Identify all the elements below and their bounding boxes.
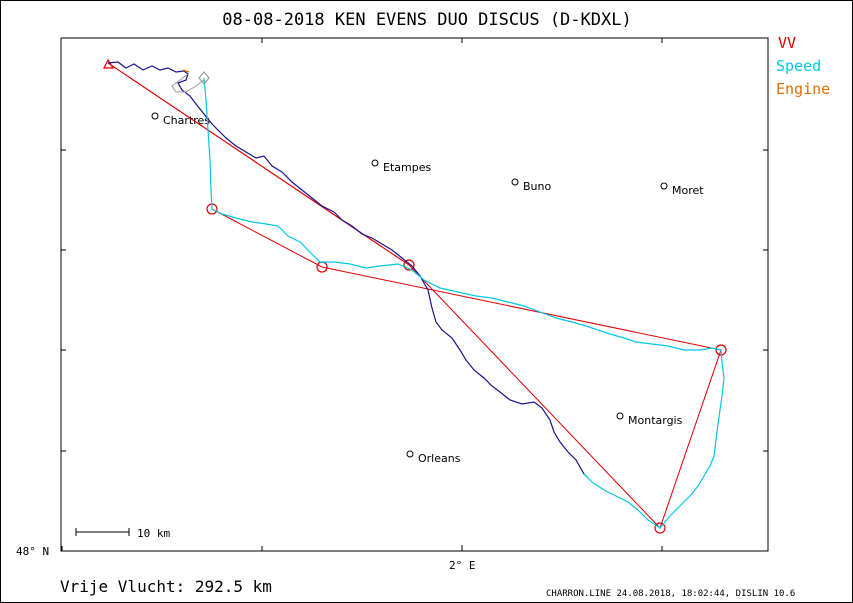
city-orleans: Orleans (406, 450, 461, 465)
task-lines (107, 62, 722, 529)
city-montargis: Montargis (616, 412, 683, 427)
turnpoint-5 (654, 522, 666, 534)
scale-label: 10 km (137, 527, 170, 540)
map-border (60, 37, 769, 552)
city-moret: Moret (660, 182, 704, 197)
chart-title: 08-08-2018 KEN EVENS DUO DISCUS (D-KDXL) (222, 10, 631, 30)
legend-engine: Engine (776, 80, 830, 98)
longitude-label: 2° E (449, 559, 476, 572)
city-label: Buno (523, 180, 551, 193)
grey-segment (171, 73, 205, 93)
flight-track-dark (107, 61, 589, 479)
city-label: Orleans (418, 452, 461, 465)
city-buno: Buno (511, 178, 551, 193)
distance-text: Vrije Vlucht: 292.5 km (60, 577, 272, 596)
turnpoints (206, 203, 727, 534)
scale-bar (75, 528, 130, 536)
credit-text: CHARRON.LINE 24.08.2018, 18:02:44, DISLI… (546, 589, 795, 599)
start-marker-icon (103, 58, 115, 69)
city-label: Moret (672, 184, 704, 197)
map-ticks (61, 38, 768, 552)
turnpoint-3 (403, 259, 415, 271)
latitude-label: 48° N (16, 545, 49, 558)
flight-track-speed (203, 77, 725, 529)
legend-vv: VV (778, 34, 796, 52)
legend-speed: Speed (776, 57, 821, 75)
city-label: Etampes (383, 161, 431, 174)
city-etampes: Etampes (371, 159, 431, 174)
engine-segment (182, 69, 190, 73)
city-chartres: Chartres (151, 112, 210, 127)
finish-marker-icon (198, 71, 210, 85)
city-label: Montargis (628, 414, 683, 427)
